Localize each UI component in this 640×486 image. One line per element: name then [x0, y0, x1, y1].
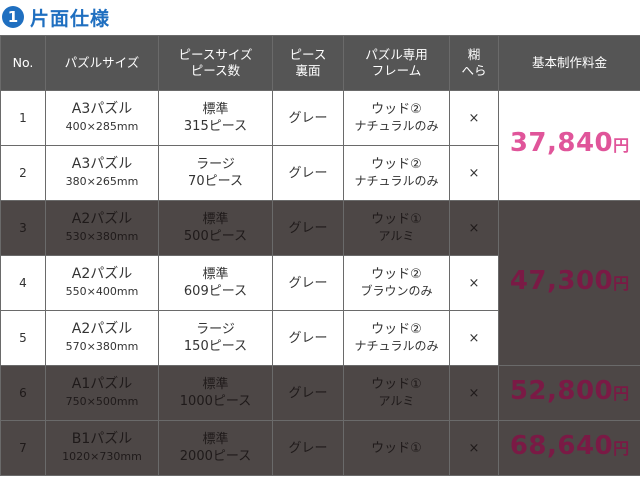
glue-mark: ×	[468, 330, 480, 346]
puzzle-size: A3パズル	[71, 101, 133, 117]
frame-type: ウッド②	[371, 102, 422, 117]
back-color: グレー	[288, 330, 328, 346]
row-number: 1	[19, 110, 27, 125]
header-frame: パズル専用 フレーム	[343, 35, 450, 91]
section-title: 片面仕様	[30, 7, 111, 30]
table-row: 7 B1パズル 1020×730mm 標準 2000ピース グレー ウッド① × 68,640円	[0, 420, 640, 476]
puzzle-size: A2パズル	[71, 266, 133, 282]
piece-count: 2000ピース	[179, 449, 252, 464]
puzzle-dimensions: 400×285mm	[65, 120, 139, 133]
piece-count: 315ピース	[183, 119, 248, 134]
section-heading: 1 片面仕様	[2, 0, 110, 34]
price-cell: 52,800円	[498, 365, 640, 421]
table-row: 3 A2パズル 530×380mm 標準 500ピース グレー ウッド① アルミ × 47,300…	[0, 200, 640, 366]
price-amount: 68,640	[509, 430, 614, 461]
back-color: グレー	[288, 385, 328, 401]
glue-mark: ×	[468, 275, 480, 291]
puzzle-dimensions: 380×265mm	[65, 175, 139, 188]
puzzle-size: A1パズル	[71, 376, 133, 392]
piece-type: ラージ	[196, 157, 235, 172]
glue-mark: ×	[468, 385, 480, 401]
price-cell: 37,840円	[498, 90, 640, 201]
table-row: 1 A3パズル 400×285mm 標準 315ピース グレー ウッド② ナチュラルのみ × 37…	[0, 90, 640, 201]
price-unit: 円	[613, 438, 630, 458]
row-number: 6	[19, 385, 27, 400]
piece-type: 標準	[202, 377, 229, 392]
piece-count: 70ピース	[188, 174, 243, 189]
puzzle-dimensions: 530×380mm	[65, 230, 139, 243]
puzzle-dimensions: 750×500mm	[65, 395, 139, 408]
puzzle-dimensions: 550×400mm	[65, 285, 139, 298]
row-number: 2	[19, 165, 27, 180]
frame-option: ナチュラルのみ	[354, 119, 439, 133]
piece-type: 標準	[202, 102, 229, 117]
header-price: 基本制作料金	[498, 35, 640, 91]
glue-mark: ×	[468, 220, 480, 236]
header-pieces: ピースサイズ ピース数	[158, 35, 273, 91]
piece-type: ラージ	[196, 322, 235, 337]
frame-option: ナチュラルのみ	[354, 339, 439, 353]
back-color: グレー	[288, 275, 328, 291]
back-color: グレー	[288, 220, 328, 236]
glue-mark: ×	[468, 165, 480, 181]
frame-option: アルミ	[378, 229, 415, 243]
piece-count: 1000ピース	[179, 394, 252, 409]
back-color: グレー	[288, 440, 328, 456]
table-row: 4 A2パズル 550×400mm 標準 609ピース グレー ウッド② ブラウンのみ ×	[0, 255, 640, 311]
puzzle-size: A2パズル	[71, 321, 133, 337]
price-amount: 47,300	[509, 265, 614, 296]
puzzle-dimensions: 570×380mm	[65, 340, 139, 353]
frame-type: ウッド①	[371, 440, 422, 456]
number-badge: 1	[2, 6, 24, 28]
frame-type: ウッド①	[371, 212, 422, 227]
header-row: No. パズルサイズ ピースサイズ ピース数 ピース 裏面 パズル専用 フレーム 糊へ…	[0, 35, 640, 91]
frame-type: ウッド①	[371, 377, 422, 392]
price-unit: 円	[613, 383, 630, 403]
header-back: ピース 裏面	[272, 35, 344, 91]
price-table: No. パズルサイズ ピースサイズ ピース数 ピース 裏面 パズル専用 フレーム 糊へ…	[0, 35, 640, 476]
table-row: 2 A3パズル 380×265mm ラージ 70ピース グレー ウッド② ナチュラルのみ ×	[0, 145, 640, 201]
frame-option: アルミ	[378, 394, 415, 408]
table-row: 6 A1パズル 750×500mm 標準 1000ピース グレー ウッド① アルミ × 52,80…	[0, 365, 640, 421]
row-number: 7	[19, 440, 27, 455]
price-amount: 37,840	[509, 128, 614, 158]
glue-mark: ×	[468, 440, 480, 456]
back-color: グレー	[288, 110, 328, 126]
piece-type: 標準	[202, 432, 229, 447]
piece-count: 500ピース	[183, 229, 248, 244]
frame-type: ウッド②	[371, 267, 422, 282]
table-row: 5 A2パズル 570×380mm ラージ 150ピース グレー ウッド② ナチュラルのみ ×	[0, 310, 640, 366]
frame-type: ウッド②	[371, 157, 422, 172]
puzzle-dimensions: 1020×730mm	[62, 450, 142, 463]
row-number: 5	[19, 330, 27, 345]
price-unit: 円	[613, 273, 630, 293]
frame-type: ウッド②	[371, 322, 422, 337]
glue-mark: ×	[468, 110, 480, 126]
price-amount: 52,800	[509, 375, 614, 406]
piece-type: 標準	[202, 212, 229, 227]
price-unit: 円	[613, 136, 630, 155]
row-number: 4	[19, 275, 27, 290]
frame-option: ブラウンのみ	[360, 284, 433, 298]
frame-option: ナチュラルのみ	[354, 174, 439, 188]
back-color: グレー	[288, 165, 328, 181]
price-cell: 47,300円	[498, 200, 640, 366]
header-glue: 糊へら	[449, 35, 499, 91]
piece-count: 150ピース	[183, 339, 248, 354]
header-size: パズルサイズ	[45, 35, 159, 91]
puzzle-size: B1パズル	[71, 431, 133, 447]
puzzle-size: A3パズル	[71, 156, 133, 172]
piece-type: 標準	[202, 267, 229, 282]
price-cell: 68,640円	[498, 420, 640, 476]
piece-count: 609ピース	[183, 284, 248, 299]
row-number: 3	[19, 220, 27, 235]
header-no: No.	[0, 35, 46, 91]
puzzle-size: A2パズル	[71, 211, 133, 227]
